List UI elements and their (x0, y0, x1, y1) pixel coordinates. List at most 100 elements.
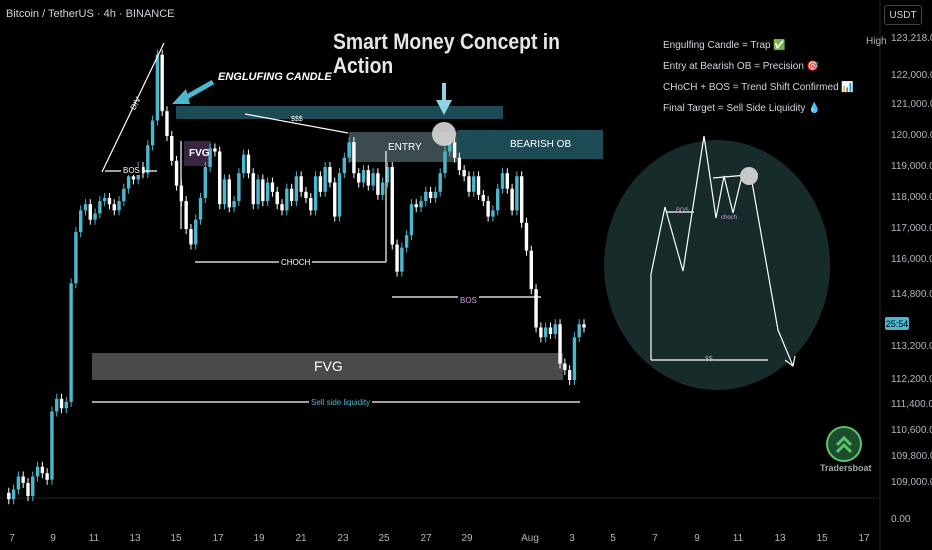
bearish-ob-label: BEARISH OB (510, 139, 572, 150)
candle-body (371, 173, 375, 186)
candle-body (213, 148, 217, 152)
y-tick-label: 122,000.00 (891, 70, 932, 81)
mini-choch-label: choch (721, 215, 738, 221)
note-item: Engulfing Candle = Trap ✅ (663, 40, 786, 51)
candle-body (376, 173, 380, 195)
candle-body (352, 142, 356, 174)
candle-body (83, 204, 88, 211)
candle-body (174, 160, 179, 186)
ss-label: $$$ (291, 116, 303, 123)
candle-body (98, 201, 102, 214)
candle-body (241, 154, 246, 174)
candle-body (150, 120, 155, 146)
candle-body (246, 154, 251, 174)
candle-body (467, 176, 471, 192)
fvg-zone (92, 353, 563, 380)
x-tick-label: 17 (858, 533, 870, 544)
entry-circle (432, 122, 456, 146)
candle-body (496, 188, 500, 211)
fvg-small-label: FVG (189, 148, 210, 159)
x-tick-label: 11 (88, 533, 100, 544)
sell-side-label: Sell side liquidity (309, 398, 373, 407)
candle-body (414, 204, 418, 208)
candle-body (232, 201, 236, 208)
y-tick-label: 116,000.00 (891, 254, 932, 265)
candle-body (519, 176, 524, 223)
candle-body (457, 157, 462, 171)
candle-body (486, 201, 490, 217)
candle-body (16, 476, 21, 490)
candle-body (93, 213, 97, 220)
candle-body (251, 173, 255, 205)
candle-body (385, 167, 390, 183)
chart-title: Smart Money Concept in Action (333, 30, 560, 78)
candle-body (539, 327, 543, 338)
x-tick-label: 7 (9, 533, 15, 544)
candle-body (289, 188, 294, 202)
candle-body (222, 179, 227, 205)
x-tick-label: 19 (253, 533, 265, 544)
candle-body (567, 370, 572, 380)
candle-body (184, 201, 188, 229)
notes-list: Engulfing Candle = Trap ✅ Entry at Beari… (663, 40, 854, 124)
candle-body (50, 411, 54, 480)
x-tick-label: 15 (816, 533, 828, 544)
candle-body (280, 204, 284, 211)
candle-body (304, 191, 308, 198)
candle-body (126, 176, 131, 189)
y-tick-label: 123,218.00 (891, 33, 932, 44)
projection-arrowhead (784, 355, 796, 368)
tradersboat-logo (826, 426, 862, 462)
candle-body (261, 179, 265, 202)
ss-line (244, 113, 349, 134)
candle-body (218, 151, 222, 205)
candle-body (428, 191, 433, 198)
x-tick-label: 7 (652, 533, 658, 544)
candle-body (78, 210, 83, 233)
candle-body (237, 173, 241, 202)
candle-body (198, 198, 203, 220)
candle-body (433, 191, 438, 198)
candle-body (170, 136, 174, 161)
x-tick-label: 21 (295, 533, 307, 544)
countdown-tag: 25:54 (885, 317, 909, 330)
y-tick-label: 113,200.00 (891, 341, 932, 352)
candle-body (64, 401, 69, 409)
candle-body (404, 235, 409, 248)
x-tick-label: 11 (732, 533, 744, 544)
candle-body (155, 54, 160, 121)
projection-path (650, 135, 794, 367)
candle-body (74, 232, 78, 284)
projection-circle-marker (740, 167, 758, 185)
candle-body (265, 182, 270, 202)
note-item: Final Target = Sell Side Liquidity 💧 (663, 103, 821, 114)
candle-body (7, 492, 11, 500)
candle-body (347, 142, 351, 158)
candle-body (400, 247, 404, 272)
candle-body (491, 210, 495, 217)
candle-body (443, 151, 447, 174)
candle-body (419, 201, 423, 208)
x-tick-label: 27 (420, 533, 432, 544)
candle-body (534, 289, 538, 328)
candle-body (452, 142, 457, 158)
candle-body (227, 179, 231, 208)
candle-body (361, 170, 366, 183)
candle-body (165, 111, 169, 136)
bos-right-label: BOS (458, 296, 479, 305)
x-tick-label: 5 (610, 533, 616, 544)
candle-body (26, 483, 30, 496)
candle-body (299, 176, 303, 192)
x-tick-label: 9 (50, 533, 56, 544)
candle-body (577, 324, 581, 338)
currency-button[interactable]: USDT (884, 5, 922, 25)
x-tick-label: Aug (521, 533, 539, 544)
choch-label: CHOCH (279, 258, 313, 267)
candle-body (548, 327, 553, 334)
y-tick-label: 117,000.00 (891, 223, 932, 234)
candles (7, 49, 586, 505)
candle-body (524, 222, 529, 251)
candle-body (102, 198, 107, 202)
candle-body (203, 167, 208, 198)
